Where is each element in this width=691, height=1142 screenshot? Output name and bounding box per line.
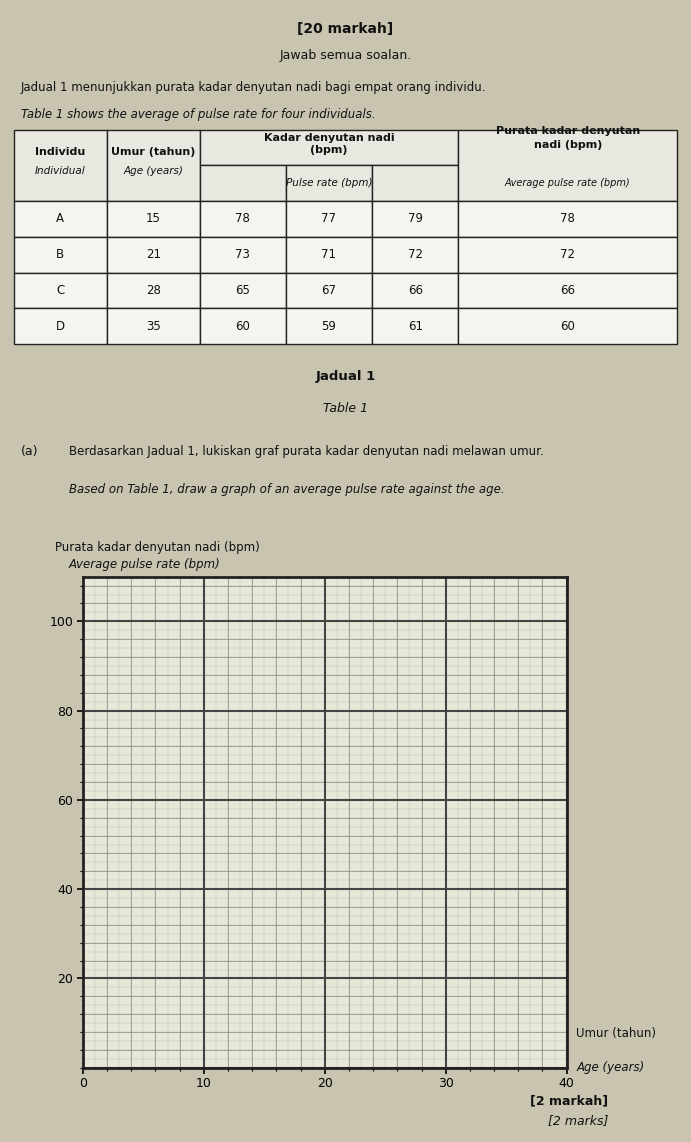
Text: D: D <box>56 320 65 332</box>
Text: 35: 35 <box>146 320 160 332</box>
Bar <box>372 201 458 236</box>
Text: B: B <box>56 248 64 262</box>
Text: 65: 65 <box>235 284 250 297</box>
Text: 78: 78 <box>560 212 575 225</box>
Text: Kadar denyutan nadi: Kadar denyutan nadi <box>263 132 395 143</box>
Text: Table 1: Table 1 <box>323 402 368 415</box>
Bar <box>200 201 286 236</box>
Text: 66: 66 <box>408 284 423 297</box>
Bar <box>200 236 286 273</box>
Bar <box>286 236 372 273</box>
Text: 59: 59 <box>321 320 337 332</box>
Text: Pulse rate (bpm): Pulse rate (bpm) <box>285 178 372 188</box>
Bar <box>200 166 286 201</box>
Text: Table 1 shows the average of pulse rate for four individuals.: Table 1 shows the average of pulse rate … <box>21 108 375 121</box>
Text: (a): (a) <box>21 445 38 458</box>
Text: Purata kadar denyutan nadi (bpm): Purata kadar denyutan nadi (bpm) <box>55 541 260 554</box>
Bar <box>458 273 677 308</box>
Text: Based on Table 1, draw a graph of an average pulse rate against the age.: Based on Table 1, draw a graph of an ave… <box>69 483 504 496</box>
Bar <box>14 129 106 201</box>
Text: Purata kadar denyutan: Purata kadar denyutan <box>495 127 640 136</box>
Text: Jadual 1: Jadual 1 <box>315 370 376 383</box>
Bar <box>372 273 458 308</box>
Text: Berdasarkan Jadual 1, lukiskan graf purata kadar denyutan nadi melawan umur.: Berdasarkan Jadual 1, lukiskan graf pura… <box>69 445 544 458</box>
Text: Average pulse rate (bpm): Average pulse rate (bpm) <box>505 178 631 188</box>
Text: 15: 15 <box>146 212 160 225</box>
Bar <box>458 129 677 201</box>
Bar <box>14 308 106 344</box>
Bar <box>286 308 372 344</box>
Text: 73: 73 <box>235 248 250 262</box>
Text: [20 markah]: [20 markah] <box>297 22 394 37</box>
Bar <box>286 166 372 201</box>
Bar <box>106 129 200 201</box>
Bar <box>14 201 106 236</box>
Text: 79: 79 <box>408 212 423 225</box>
Text: 61: 61 <box>408 320 423 332</box>
Text: [2 marks]: [2 marks] <box>548 1115 608 1127</box>
Text: [2 markah]: [2 markah] <box>530 1095 608 1108</box>
Text: Individual: Individual <box>35 166 86 176</box>
Bar <box>200 273 286 308</box>
Text: Average pulse rate (bpm): Average pulse rate (bpm) <box>69 558 221 571</box>
Text: 77: 77 <box>321 212 337 225</box>
Text: 60: 60 <box>560 320 575 332</box>
Bar <box>200 129 458 166</box>
Text: 78: 78 <box>235 212 250 225</box>
Text: A: A <box>56 212 64 225</box>
Text: Age (years): Age (years) <box>576 1061 645 1075</box>
Text: nadi (bpm): nadi (bpm) <box>533 139 602 150</box>
Bar <box>106 201 200 236</box>
Text: 66: 66 <box>560 284 575 297</box>
Text: Jawab semua soalan.: Jawab semua soalan. <box>279 49 412 62</box>
Text: Umur (tahun): Umur (tahun) <box>111 147 196 156</box>
Bar <box>286 201 372 236</box>
Bar <box>106 236 200 273</box>
Bar <box>286 273 372 308</box>
Bar <box>14 273 106 308</box>
Bar <box>458 201 677 236</box>
Text: Individu: Individu <box>35 147 86 156</box>
Bar <box>372 308 458 344</box>
Text: 71: 71 <box>321 248 337 262</box>
Text: Jadual 1 menunjukkan purata kadar denyutan nadi bagi empat orang individu.: Jadual 1 menunjukkan purata kadar denyut… <box>21 81 486 94</box>
Bar <box>458 236 677 273</box>
Text: (bpm): (bpm) <box>310 145 348 155</box>
Text: 72: 72 <box>408 248 423 262</box>
Bar <box>14 236 106 273</box>
Text: 72: 72 <box>560 248 575 262</box>
Bar <box>458 308 677 344</box>
Bar <box>106 308 200 344</box>
Text: Umur (tahun): Umur (tahun) <box>576 1027 656 1040</box>
Bar <box>372 166 458 201</box>
Bar <box>200 308 286 344</box>
Text: 28: 28 <box>146 284 160 297</box>
Text: 67: 67 <box>321 284 337 297</box>
Bar <box>106 273 200 308</box>
Bar <box>372 236 458 273</box>
Text: 21: 21 <box>146 248 160 262</box>
Text: 60: 60 <box>235 320 250 332</box>
Text: C: C <box>56 284 64 297</box>
Text: Age (years): Age (years) <box>123 166 183 176</box>
